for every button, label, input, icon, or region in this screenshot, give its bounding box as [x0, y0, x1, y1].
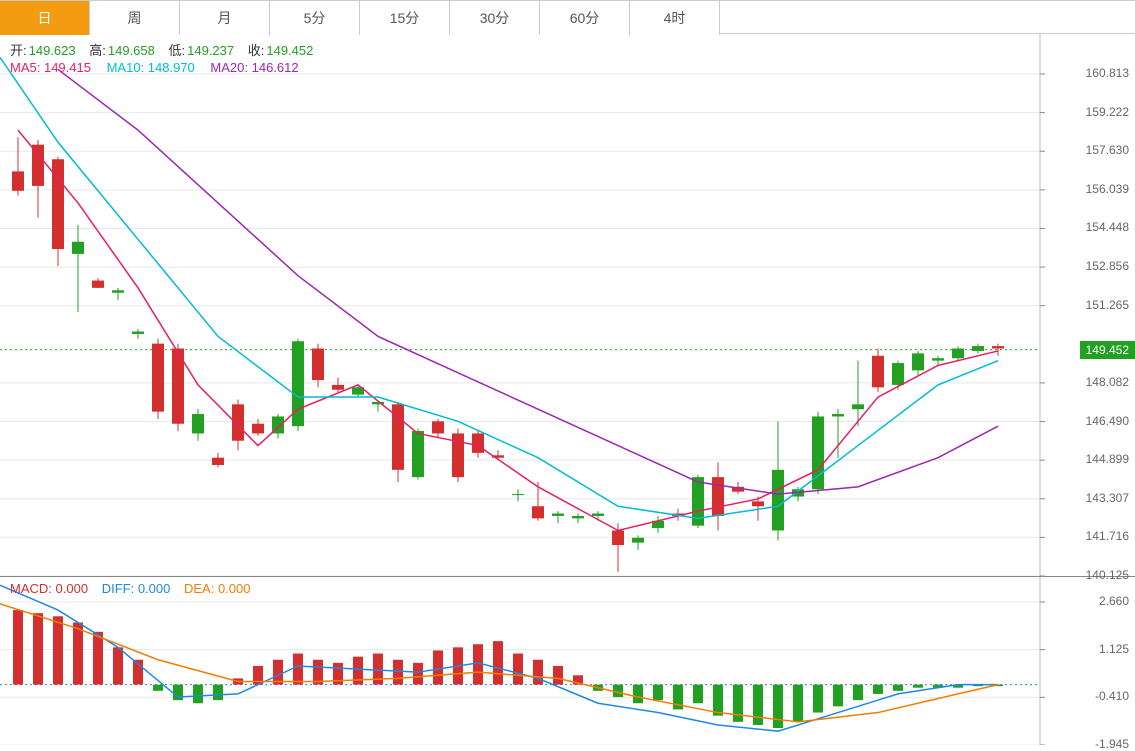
- yaxis-tick: 141.716: [1086, 529, 1129, 543]
- close-value: 149.452: [266, 43, 313, 58]
- yaxis-tick: 146.490: [1086, 414, 1129, 428]
- diff-value-display: DIFF: 0.000: [102, 581, 171, 596]
- yaxis-tick: 140.125: [1086, 568, 1129, 582]
- macd-value-display: MACD: 0.000: [10, 581, 88, 596]
- low-value: 149.237: [187, 43, 234, 58]
- yaxis-tick: 151.265: [1086, 298, 1129, 312]
- yaxis-tick: 159.222: [1086, 105, 1129, 119]
- chart-container: 日周月5分15分30分60分4时 开:149.623 高:149.658 低:1…: [0, 0, 1135, 745]
- low-label: 低:: [169, 43, 186, 58]
- timeframe-tab-2[interactable]: 月: [180, 1, 270, 35]
- yaxis-tick: 148.082: [1086, 375, 1129, 389]
- dea-value-display: DEA: 0.000: [184, 581, 251, 596]
- close-label: 收:: [248, 43, 265, 58]
- ohlc-display: 开:149.623 高:149.658 低:149.237 收:149.452: [10, 40, 323, 59]
- timeframe-tab-6[interactable]: 60分: [540, 1, 630, 35]
- yaxis-tick: 157.630: [1086, 143, 1129, 157]
- main-chart-svg: [0, 34, 1135, 576]
- yaxis-tick: 144.899: [1086, 452, 1129, 466]
- sub-yaxis-tick: -0.410: [1095, 689, 1129, 703]
- sub-yaxis-tick: -1.945: [1095, 737, 1129, 751]
- timeframe-tab-4[interactable]: 15分: [360, 1, 450, 35]
- sub-yaxis-tick: 1.125: [1099, 642, 1129, 656]
- open-value: 149.623: [29, 43, 76, 58]
- main-candlestick-chart[interactable]: 开:149.623 高:149.658 低:149.237 收:149.452 …: [0, 34, 1135, 576]
- timeframe-tabs: 日周月5分15分30分60分4时: [0, 0, 1135, 34]
- high-label: 高:: [89, 43, 106, 58]
- yaxis-tick: 160.813: [1086, 66, 1129, 80]
- sub-yaxis-tick: 2.660: [1099, 594, 1129, 608]
- timeframe-tab-7[interactable]: 4时: [630, 1, 720, 35]
- yaxis-tick: 156.039: [1086, 182, 1129, 196]
- macd-chart-svg: [0, 577, 1135, 745]
- yaxis-tick: 143.307: [1086, 491, 1129, 505]
- high-value: 149.658: [108, 43, 155, 58]
- timeframe-tab-5[interactable]: 30分: [450, 1, 540, 35]
- current-price-badge: 149.452: [1080, 341, 1135, 359]
- ma10-display: MA10: 148.970: [107, 60, 195, 75]
- yaxis-tick: 152.856: [1086, 259, 1129, 273]
- yaxis-tick: 154.448: [1086, 220, 1129, 234]
- timeframe-tab-3[interactable]: 5分: [270, 1, 360, 35]
- timeframe-tab-0[interactable]: 日: [0, 1, 90, 35]
- macd-chart[interactable]: MACD: 0.000 DIFF: 0.000 DEA: 0.000 2.660…: [0, 576, 1135, 744]
- ma20-display: MA20: 146.612: [210, 60, 298, 75]
- timeframe-tab-1[interactable]: 周: [90, 1, 180, 35]
- open-label: 开:: [10, 43, 27, 58]
- macd-display: MACD: 0.000 DIFF: 0.000 DEA: 0.000: [10, 581, 251, 596]
- ma-display: MA5: 149.415 MA10: 148.970 MA20: 146.612: [10, 60, 299, 75]
- ma5-display: MA5: 149.415: [10, 60, 91, 75]
